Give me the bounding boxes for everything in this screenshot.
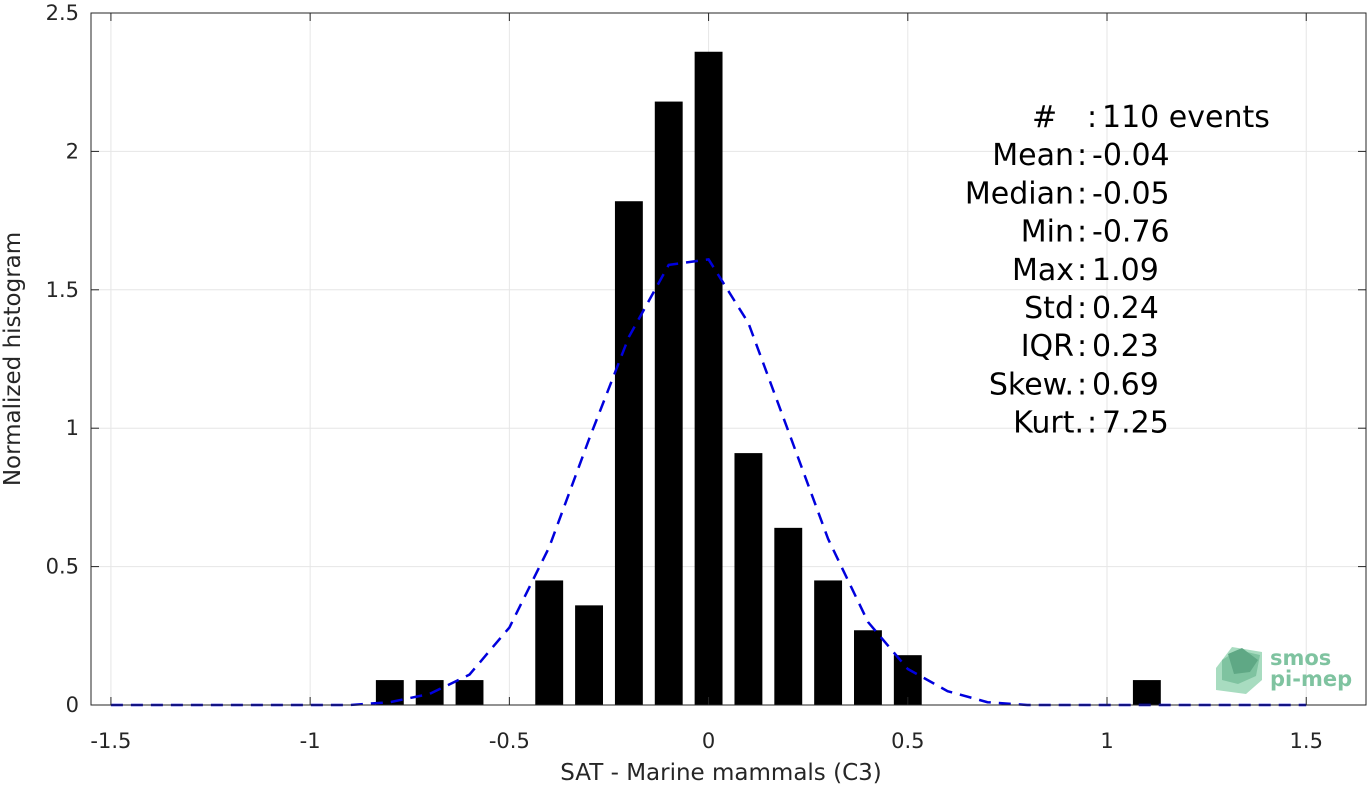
histogram-bar	[893, 655, 922, 705]
stat-label: Std	[1024, 291, 1074, 326]
stat-label: IQR	[1021, 329, 1074, 364]
stat-value: 0.24	[1092, 291, 1159, 326]
x-axis-title: SAT - Marine mammals (C3)	[560, 760, 882, 785]
x-tick-label: 1	[1100, 729, 1113, 753]
y-tick-label: 2.5	[46, 1, 79, 25]
stat-label: Median	[965, 176, 1074, 211]
stat-value: 0.23	[1092, 329, 1159, 364]
y-tick-label: 0	[66, 693, 79, 717]
histogram-bar	[734, 453, 763, 705]
histogram-bar	[1132, 680, 1161, 705]
histogram-bar	[575, 605, 603, 705]
stat-separator: :	[1077, 329, 1087, 364]
stat-separator: :	[1077, 138, 1087, 173]
stat-value: -0.05	[1092, 176, 1170, 211]
stat-value: 7.25	[1102, 406, 1169, 441]
stat-separator: :	[1087, 406, 1097, 441]
x-tick-label: 0	[702, 729, 715, 753]
x-tick-label: -1.5	[90, 729, 131, 753]
stat-separator: :	[1077, 367, 1087, 402]
x-axis-ticks: -1.5 -1 -0.5 0 0.5 1 1.5	[90, 13, 1323, 753]
histogram-bar	[455, 680, 484, 705]
histogram-bar	[535, 580, 564, 705]
stat-label: Max	[1012, 253, 1074, 288]
logo-line2: pi-mep	[1270, 667, 1352, 691]
smos-pi-mep-logo: smos pi-mep	[1216, 646, 1352, 694]
x-tick-label: 0.5	[891, 729, 924, 753]
logo-line1: smos	[1270, 646, 1331, 670]
stat-separator: :	[1077, 291, 1087, 326]
y-axis-ticks: 0 0.5 1 1.5 2 2.5	[46, 1, 1366, 717]
stat-separator: :	[1077, 253, 1087, 288]
x-tick-label: -1	[300, 729, 321, 753]
stat-value: 0.69	[1092, 367, 1159, 402]
histogram-bar	[774, 527, 803, 705]
plot-frame	[90, 12, 1367, 706]
stat-label: Min	[1021, 215, 1074, 250]
stat-label: Mean	[992, 138, 1074, 173]
histogram-bar	[654, 101, 683, 706]
histogram-bar	[614, 201, 643, 705]
stat-separator: :	[1077, 215, 1087, 250]
stat-separator: :	[1077, 176, 1087, 211]
histogram-bar	[814, 580, 843, 705]
stat-label: #	[1032, 100, 1057, 135]
y-tick-label: 2	[66, 139, 79, 163]
plot-area	[91, 13, 1366, 705]
y-tick-label: 1	[66, 416, 79, 440]
histogram-bar	[694, 51, 723, 705]
stat-value: -0.76	[1092, 215, 1170, 250]
y-axis-title: Normalized histogram	[0, 232, 26, 486]
logo-graphic-icon	[1216, 647, 1262, 694]
y-tick-label: 0.5	[46, 555, 79, 579]
y-tick-label: 1.5	[46, 278, 79, 302]
histogram-bar	[854, 630, 882, 705]
stat-label: Kurt.	[1013, 406, 1084, 441]
stat-value: 110 events	[1102, 100, 1270, 135]
stat-label: Skew.	[989, 367, 1074, 402]
stat-value: -0.04	[1092, 138, 1170, 173]
x-tick-label: -0.5	[489, 729, 530, 753]
stat-separator: :	[1087, 100, 1097, 135]
stat-value: 1.09	[1092, 253, 1159, 288]
x-tick-label: 1.5	[1290, 729, 1323, 753]
bars-layer	[375, 51, 1161, 706]
